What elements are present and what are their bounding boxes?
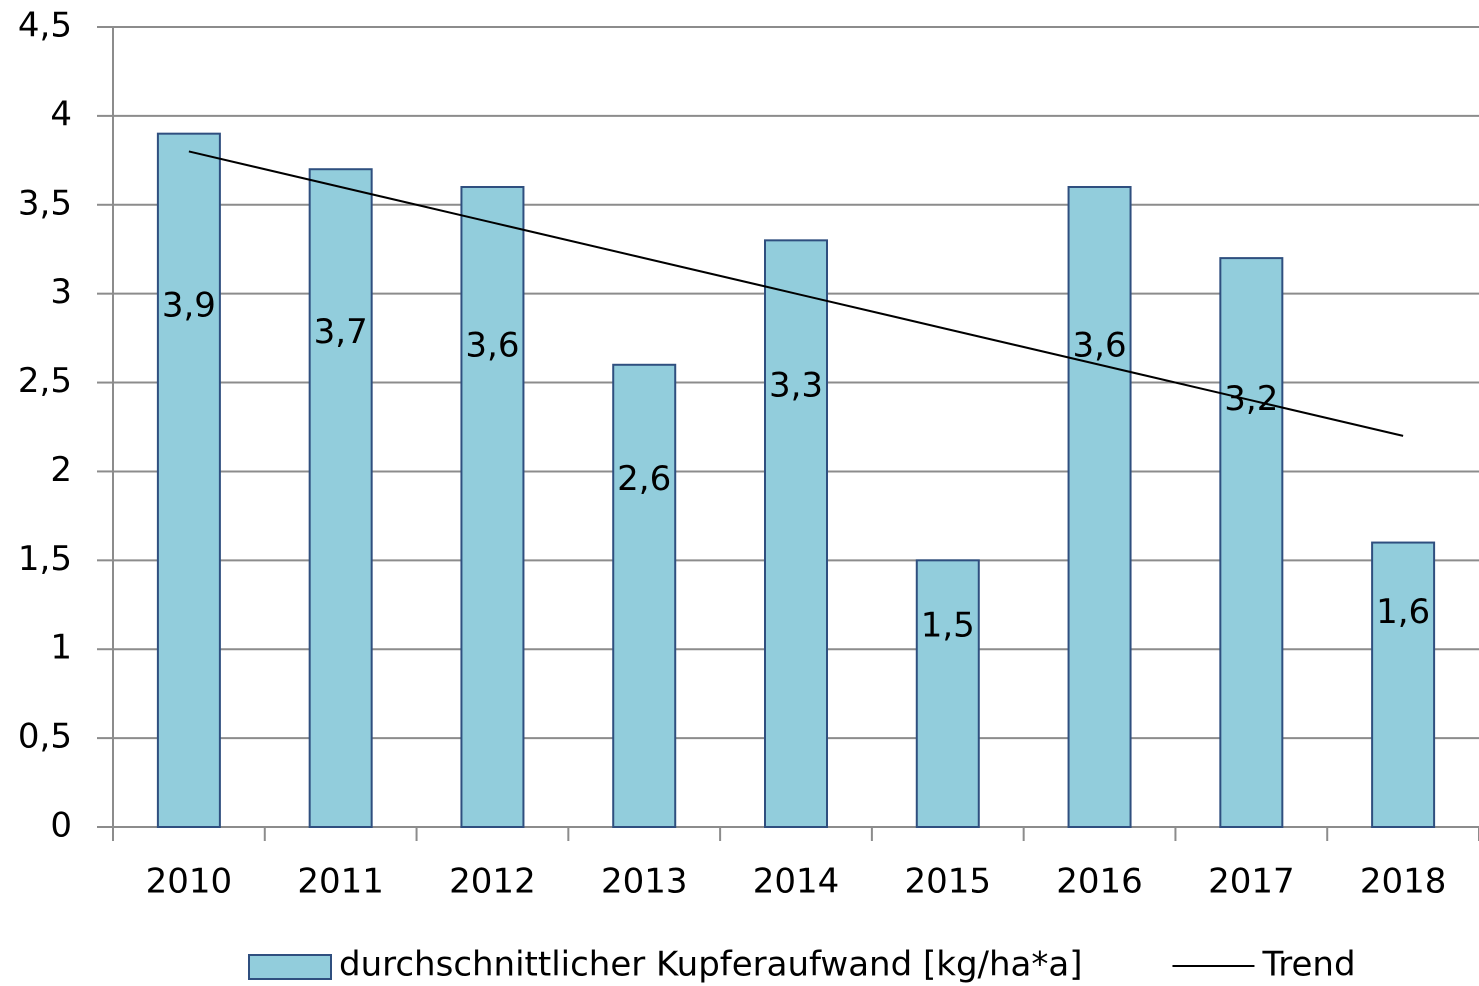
y-tick-label: 2 xyxy=(50,450,72,490)
y-tick-label: 0 xyxy=(50,806,72,846)
x-tick-label: 2012 xyxy=(449,862,536,902)
bar xyxy=(764,239,828,829)
y-tick-label: 3 xyxy=(50,272,72,312)
data-label: 3,7 xyxy=(314,312,368,352)
bar xyxy=(1067,186,1132,828)
bar xyxy=(612,363,677,828)
x-tick-label: 2013 xyxy=(601,862,688,902)
y-tick-label: 2,5 xyxy=(18,361,72,401)
y-tick-label: 4 xyxy=(50,94,72,134)
trend-line xyxy=(188,150,1404,437)
data-label: 3,3 xyxy=(769,366,823,406)
bar xyxy=(1219,257,1284,829)
data-label: 1,5 xyxy=(921,606,975,646)
x-tick-label: 2017 xyxy=(1208,862,1295,902)
bar xyxy=(156,132,221,828)
y-tick-label: 3,5 xyxy=(18,183,72,223)
x-tick-label: 2015 xyxy=(905,862,992,902)
data-label: 3,9 xyxy=(162,286,216,326)
data-label: 3,6 xyxy=(1073,326,1127,366)
x-tick-label: 2018 xyxy=(1360,862,1447,902)
legend-label: Trend xyxy=(1261,945,1355,985)
data-label: 1,6 xyxy=(1376,592,1430,632)
bar xyxy=(308,168,373,828)
y-tick-label: 1 xyxy=(50,628,72,668)
data-label: 3,2 xyxy=(1224,379,1278,419)
data-label: 3,6 xyxy=(465,326,519,366)
bar xyxy=(1371,541,1436,828)
y-tick-label: 0,5 xyxy=(18,717,72,757)
x-tick-label: 2014 xyxy=(753,862,840,902)
legend-label: durchschnittlicher Kupferaufwand [kg/ha*… xyxy=(339,945,1082,985)
y-tick-label: 1,5 xyxy=(18,539,72,579)
legend-swatch xyxy=(248,954,332,980)
data-label: 2,6 xyxy=(617,459,671,499)
x-tick-label: 2011 xyxy=(297,862,384,902)
y-tick-label: 4,5 xyxy=(18,6,72,46)
x-tick-label: 2016 xyxy=(1056,862,1143,902)
x-tick-label: 2010 xyxy=(146,862,233,902)
bar xyxy=(915,559,980,828)
bar xyxy=(460,186,525,828)
